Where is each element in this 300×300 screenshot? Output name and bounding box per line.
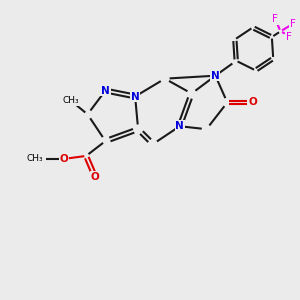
Text: N: N	[131, 92, 140, 101]
Text: F: F	[290, 19, 296, 29]
Text: F: F	[286, 32, 292, 42]
Text: O: O	[248, 98, 257, 107]
Text: F: F	[272, 14, 278, 24]
Text: CH₃: CH₃	[63, 97, 80, 106]
Text: CH₃: CH₃	[26, 154, 43, 164]
Text: O: O	[91, 172, 99, 182]
Text: N: N	[175, 121, 184, 131]
Text: N: N	[211, 71, 220, 81]
Text: O: O	[59, 154, 68, 164]
Text: N: N	[101, 85, 110, 96]
